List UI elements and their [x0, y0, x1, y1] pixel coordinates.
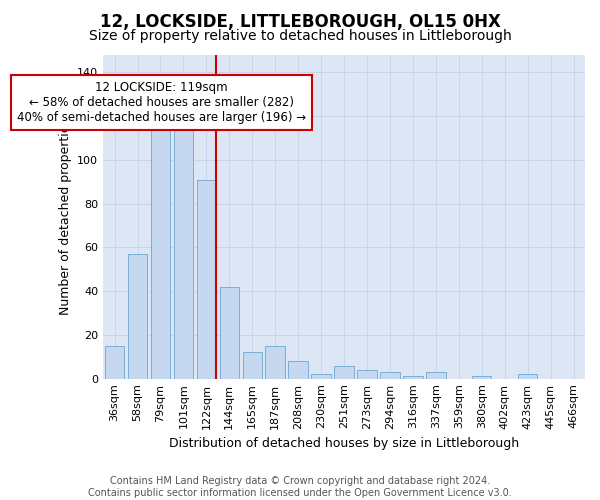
Text: Contains HM Land Registry data © Crown copyright and database right 2024.
Contai: Contains HM Land Registry data © Crown c…: [88, 476, 512, 498]
Bar: [518, 374, 538, 378]
Bar: [311, 374, 331, 378]
Bar: [220, 287, 239, 378]
Bar: [128, 254, 147, 378]
Bar: [151, 127, 170, 378]
Bar: [357, 370, 377, 378]
Bar: [265, 346, 285, 378]
Bar: [472, 376, 491, 378]
Bar: [242, 352, 262, 378]
Bar: [173, 120, 193, 378]
Text: 12 LOCKSIDE: 119sqm
← 58% of detached houses are smaller (282)
40% of semi-detac: 12 LOCKSIDE: 119sqm ← 58% of detached ho…: [17, 81, 306, 124]
Bar: [105, 346, 124, 378]
Text: Size of property relative to detached houses in Littleborough: Size of property relative to detached ho…: [89, 29, 511, 43]
Bar: [380, 372, 400, 378]
Bar: [426, 372, 446, 378]
Y-axis label: Number of detached properties: Number of detached properties: [59, 118, 71, 316]
Text: 12, LOCKSIDE, LITTLEBOROUGH, OL15 0HX: 12, LOCKSIDE, LITTLEBOROUGH, OL15 0HX: [100, 12, 500, 30]
Bar: [334, 366, 354, 378]
X-axis label: Distribution of detached houses by size in Littleborough: Distribution of detached houses by size …: [169, 437, 519, 450]
Bar: [403, 376, 422, 378]
Bar: [197, 180, 216, 378]
Bar: [289, 361, 308, 378]
